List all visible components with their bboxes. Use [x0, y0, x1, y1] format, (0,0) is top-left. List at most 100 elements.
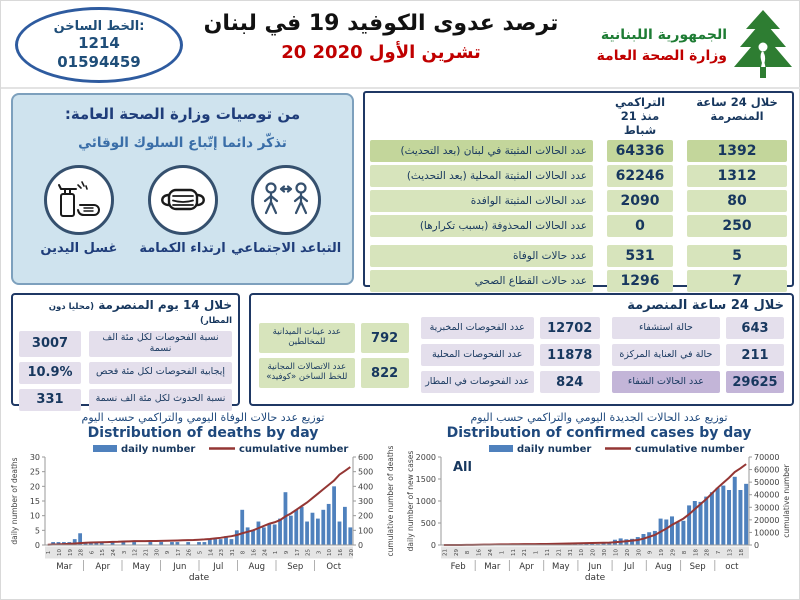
svg-text:29: 29	[671, 549, 677, 556]
confirmed-imported-24h: 80	[687, 190, 787, 213]
svg-text:29: 29	[454, 549, 460, 556]
svg-text:60000: 60000	[754, 466, 779, 475]
svg-text:May: May	[132, 562, 150, 572]
last-14-days-box: خلال 14 يوم المنصرمة (محليا دون المطار) …	[11, 293, 240, 411]
lab-tests-value: 12702	[539, 317, 600, 339]
positivity-rate-label: إيجابية الفحوصات لكل مئة فحص	[89, 361, 232, 384]
svg-text:Apr: Apr	[95, 562, 110, 572]
svg-text:Jul: Jul	[623, 562, 634, 572]
svg-text:24: 24	[262, 549, 268, 556]
svg-text:9: 9	[648, 550, 654, 554]
social-distancing-label: التباعد الاجتماعي	[231, 241, 342, 256]
svg-text:1000: 1000	[416, 497, 436, 506]
svg-text:Feb: Feb	[451, 562, 466, 572]
table-row: 7 1296 عدد حالات القطاع الصحي	[370, 270, 787, 293]
svg-text:9: 9	[165, 550, 171, 554]
confirmed-local-label: عدد الحالات المثبتة المحلية (بعد التحديث…	[370, 165, 593, 188]
col-header-cumulative: التراكمي منذ 21 شباط	[614, 95, 666, 137]
confirmed-total-cum: 64336	[607, 140, 673, 163]
svg-text:8: 8	[241, 550, 247, 554]
svg-text:16: 16	[252, 549, 258, 556]
face-mask-icon	[147, 165, 218, 235]
col-header-last-24h: خلال 24 ساعة المنصرمة	[696, 95, 778, 123]
stat-row: حالة استشفاء 643	[611, 317, 784, 339]
svg-text:5: 5	[198, 550, 204, 554]
svg-text:30: 30	[636, 549, 642, 556]
stat-row: عدد الحالات الشفاء 29625	[611, 371, 784, 393]
stats-table-header: خلال 24 ساعة المنصرمة التراكمي منذ 21 شب…	[370, 95, 787, 137]
svg-text:200: 200	[358, 512, 373, 521]
face-mask-label: ارتداء الكمامة	[139, 241, 226, 256]
svg-text:30: 30	[602, 549, 608, 556]
svg-text:0: 0	[358, 541, 363, 550]
svg-text:20: 20	[625, 549, 631, 556]
recommendations-title: من توصيات وزارة الصحة العامة:	[64, 105, 301, 123]
report-title-block: ترصد عدوى الكوفيد 19 في لبنان 20 تشرين ا…	[196, 11, 566, 63]
deaths-chart: توزيع عدد حالات الوفاة اليومي والتراكمي …	[7, 411, 399, 599]
svg-text:date: date	[189, 573, 210, 583]
hotline-label: الخط الساخن:	[53, 18, 145, 34]
svg-text:21: 21	[556, 549, 562, 556]
ministry-block: الجمهورية اللبنانية وزارة الصحة العامة	[597, 9, 793, 83]
deaths-cum: 531	[607, 245, 673, 268]
svg-text:date: date	[585, 573, 606, 583]
deaths-label: عدد حالات الوفاة	[370, 245, 593, 268]
svg-text:20: 20	[30, 482, 40, 491]
svg-text:10: 10	[57, 549, 63, 556]
recommendation-face-mask: ارتداء الكمامة	[133, 165, 233, 256]
svg-text:10: 10	[613, 549, 619, 556]
icu-label: حالة في العناية المركزة	[611, 344, 720, 366]
stat-row: عدد الفحوصات في المطار 824	[420, 371, 600, 393]
svg-text:Mar: Mar	[484, 562, 501, 572]
confirmed-local-24h: 1312	[687, 165, 787, 188]
svg-text:2000: 2000	[416, 453, 436, 462]
hand-washing-icon	[43, 165, 114, 235]
confirmed-total-label: عدد الحالات المثبتة في لبنان (بعد التحدي…	[370, 140, 593, 163]
stat-row: عدد الفحوصات المحلية 11878	[420, 344, 600, 366]
svg-text:19: 19	[659, 549, 665, 556]
svg-text:6: 6	[89, 550, 95, 554]
hospitalized-label: حالة استشفاء	[611, 317, 720, 339]
field-samples-column: عدد عينات الميدانية للمخالطين 792 عدد ال…	[259, 323, 409, 393]
svg-text:500: 500	[421, 519, 436, 528]
stat-row: عدد عينات الميدانية للمخالطين 792	[259, 323, 409, 353]
stat-row: 331 نسبة الحدوث لكل مئة الف نسمة	[19, 388, 232, 411]
lebanon-cedar-logo-icon	[733, 9, 793, 83]
svg-text:30000: 30000	[754, 503, 779, 512]
recovered-label: عدد الحالات الشفاء	[611, 371, 720, 393]
confirmed-cases-chart: توزيع عدد الحالات الجديدة اليومي والتراك…	[403, 411, 795, 599]
svg-text:Jun: Jun	[587, 562, 601, 572]
deleted-cases-24h: 250	[687, 215, 787, 238]
incidence-rate-label: نسبة الحدوث لكل مئة الف نسمة	[89, 388, 232, 411]
svg-text:17: 17	[295, 549, 301, 556]
svg-text:cumulative number of deaths: cumulative number of deaths	[386, 445, 395, 556]
confirmed-local-cum: 62246	[607, 165, 673, 188]
svg-text:9: 9	[284, 550, 290, 554]
svg-text:40000: 40000	[754, 491, 779, 500]
cases-chart-title-arabic: توزيع عدد الحالات الجديدة اليومي والتراك…	[470, 411, 728, 424]
health-sector-cum: 1296	[607, 270, 673, 293]
lab-tests-label: عدد الفحوصات المخبرية	[420, 317, 534, 339]
svg-text:1: 1	[499, 551, 505, 555]
airport-tests-label: عدد الفحوصات في المطار	[420, 371, 534, 393]
report-date: 20 تشرين الأول 2020	[281, 42, 481, 63]
svg-text:12: 12	[133, 549, 139, 556]
svg-text:3: 3	[122, 550, 128, 554]
svg-text:17: 17	[176, 549, 182, 556]
svg-text:20: 20	[591, 549, 597, 556]
svg-text:5: 5	[35, 526, 40, 535]
svg-text:3: 3	[316, 550, 322, 554]
svg-text:300: 300	[358, 497, 373, 506]
svg-text:24: 24	[111, 549, 117, 556]
hotline-number-1: 1214	[78, 33, 120, 52]
svg-text:100: 100	[358, 526, 373, 535]
recommendations-subtitle: تذكّر دائما إتّباع السلوك الوقائي	[78, 135, 287, 151]
stat-row: 10.9% إيجابية الفحوصات لكل مئة فحص	[19, 361, 232, 384]
svg-text:25: 25	[306, 549, 312, 556]
cases-chart-plot: daily number cumulative number All 0 500 1000…	[406, 444, 791, 583]
svg-text:21: 21	[143, 549, 149, 556]
deaths-chart-title-arabic: توزيع عدد حالات الوفاة اليومي والتراكمي …	[81, 411, 325, 424]
table-row: 1392 64336 عدد الحالات المثبتة في لبنان …	[370, 140, 787, 163]
svg-text:7: 7	[716, 550, 722, 554]
